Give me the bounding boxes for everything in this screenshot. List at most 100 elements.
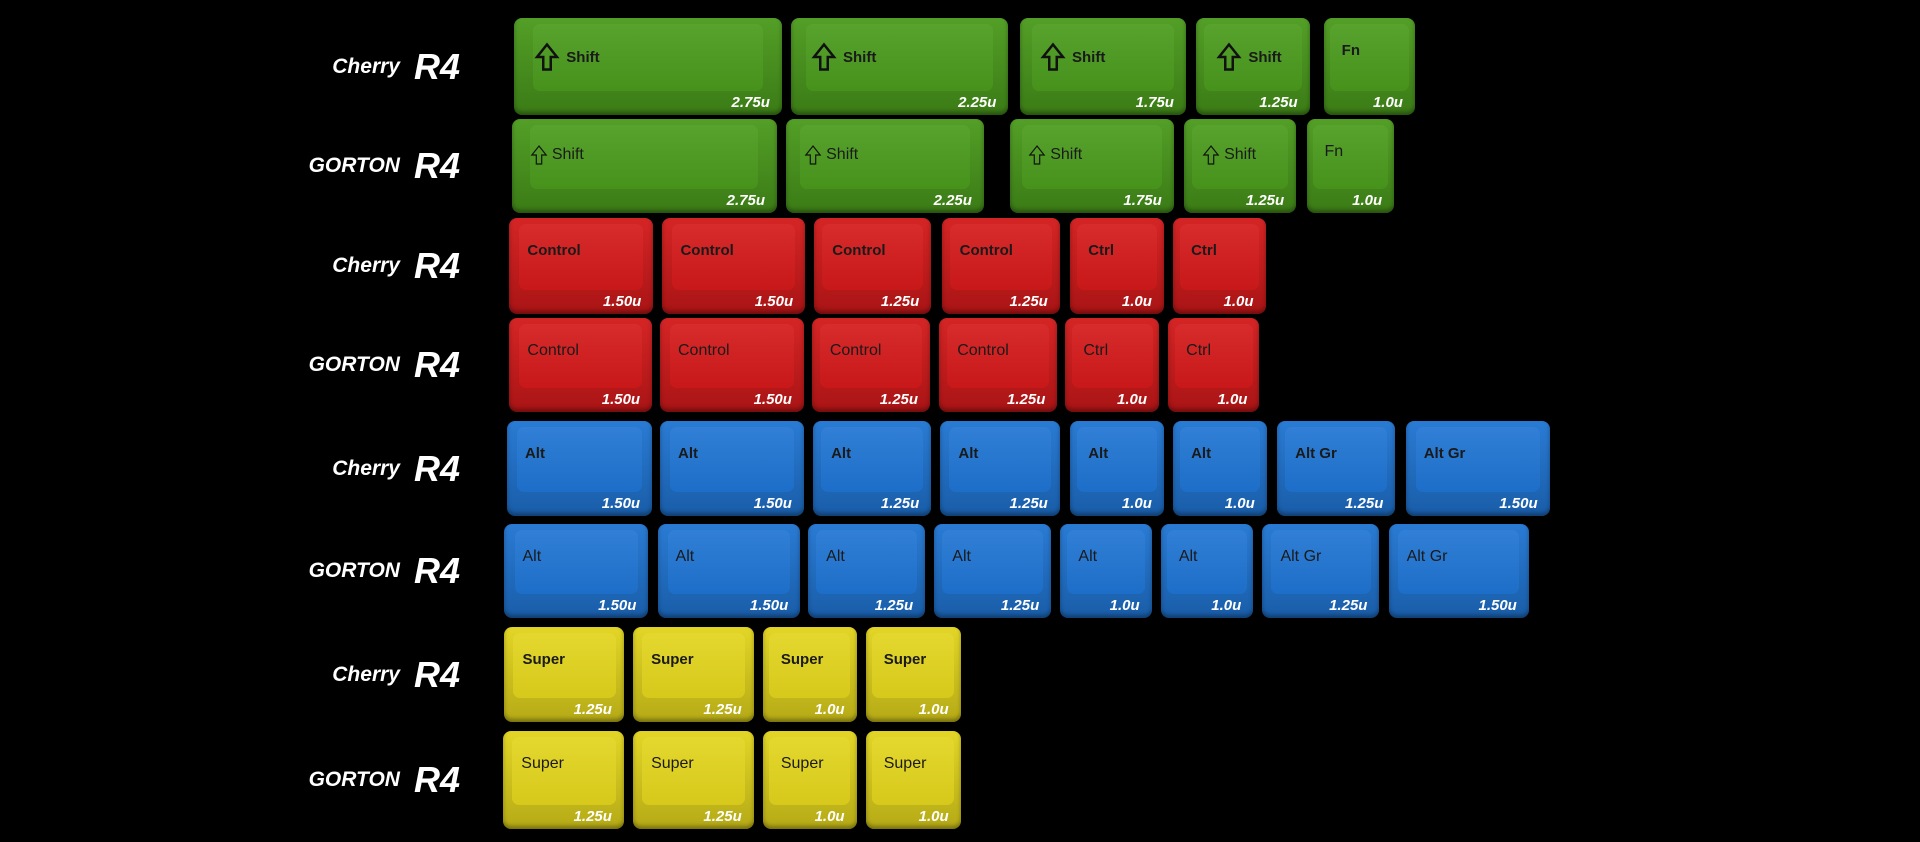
keycap-top-face bbox=[1415, 427, 1540, 493]
keycap-red: Control 1.50u bbox=[509, 318, 653, 413]
keycap-blue: Alt Gr 1.50u bbox=[1405, 421, 1550, 517]
profile-label: R4 bbox=[413, 144, 460, 186]
keycap-size-label: 2.75u bbox=[731, 93, 770, 111]
keycap-legend: Alt Gr bbox=[1280, 548, 1321, 566]
legend-text: Fn bbox=[1324, 142, 1344, 160]
legend-text: Shift bbox=[826, 145, 859, 163]
keycap-top-face bbox=[667, 530, 791, 595]
keycap-green: Shift 1.75u bbox=[1020, 18, 1186, 115]
keycap-red: Control 1.25u bbox=[939, 318, 1058, 413]
keycap-size-label: 1.25u bbox=[1329, 597, 1368, 615]
keycap-top-face bbox=[769, 737, 851, 805]
row-label: Cherry R4 bbox=[280, 37, 460, 97]
keycap-top-face bbox=[641, 737, 746, 805]
shift-arrow-icon bbox=[1028, 144, 1046, 165]
legend-text: Super bbox=[651, 650, 694, 668]
keycap-legend: Super bbox=[884, 755, 927, 773]
keycap-green: Shift 1.25u bbox=[1196, 18, 1310, 115]
keycap-blue: Alt 1.50u bbox=[660, 421, 804, 517]
keycap-top-face bbox=[816, 530, 917, 595]
keycap-legend: Super bbox=[521, 755, 564, 773]
keycap-blue: Alt 1.0u bbox=[1060, 524, 1152, 619]
shift-arrow-icon bbox=[1202, 144, 1220, 165]
keycap-legend: Shift bbox=[804, 143, 858, 167]
legend-text: Control bbox=[957, 342, 1009, 360]
keycap-legend: Alt bbox=[952, 548, 971, 566]
keycap-legend: Control bbox=[830, 342, 882, 360]
keycap-size-label: 1.50u bbox=[1499, 495, 1538, 513]
keycap-legend: Shift bbox=[1028, 143, 1082, 167]
legend-text: Super bbox=[780, 650, 824, 668]
legend-text: Shift bbox=[551, 145, 584, 163]
brand-label: Cherry bbox=[332, 54, 400, 78]
legend-text: Shift bbox=[1072, 48, 1106, 66]
keycap-red: Control 1.50u bbox=[662, 217, 806, 315]
keycap-size-label: 1.0u bbox=[918, 807, 949, 825]
keycap-size-label: 1.25u bbox=[874, 597, 914, 615]
keycap-legend: Ctrl bbox=[1083, 342, 1108, 360]
keycap-legend: Alt bbox=[1088, 445, 1108, 462]
legend-text: Ctrl bbox=[1088, 241, 1115, 259]
legend-text: Alt bbox=[524, 445, 545, 463]
keycap-blue: Alt 1.25u bbox=[934, 524, 1052, 619]
keycap-blue: Alt Gr 1.25u bbox=[1262, 524, 1380, 619]
keycap-legend: Ctrl bbox=[1088, 242, 1114, 259]
keycap-top-face bbox=[1174, 324, 1254, 389]
keycap-top-face bbox=[533, 24, 764, 91]
keycap-legend: Fn bbox=[1342, 42, 1360, 59]
keycap-top-face bbox=[806, 24, 994, 91]
legend-text: Alt bbox=[952, 548, 971, 566]
legend-text: Control bbox=[959, 241, 1013, 259]
legend-text: Control bbox=[829, 342, 882, 360]
keycap-legend: Super bbox=[522, 651, 565, 668]
keycap-top-face bbox=[672, 223, 796, 291]
keycap-top-face bbox=[821, 427, 924, 493]
keycap-size-label: 2.25u bbox=[933, 191, 972, 209]
keycap-size-label: 1.50u bbox=[1478, 597, 1517, 615]
profile-label: R4 bbox=[413, 550, 460, 592]
keycap-legend: Super bbox=[651, 651, 694, 668]
row-label: Cherry R4 bbox=[280, 439, 460, 499]
keycap-blue: Alt 1.25u bbox=[940, 421, 1060, 517]
keycap-legend: Alt Gr bbox=[1295, 445, 1337, 462]
keycap-yellow: Super 1.25u bbox=[504, 626, 624, 723]
legend-text: Shift bbox=[1050, 145, 1083, 163]
legend-text: Fn bbox=[1341, 42, 1360, 60]
keycap-legend: Ctrl bbox=[1186, 342, 1211, 360]
keycap-top-face bbox=[949, 223, 1052, 291]
keycap-size-label: 1.0u bbox=[1224, 495, 1255, 513]
legend-text: Alt bbox=[522, 548, 542, 566]
keycap-green: Fn 1.0u bbox=[1323, 18, 1415, 115]
brand-label: Cherry bbox=[332, 254, 400, 278]
keycap-blue: Alt 1.25u bbox=[813, 421, 932, 517]
keycap-red: Ctrl 1.0u bbox=[1065, 318, 1160, 413]
keycap-legend: Alt bbox=[1078, 548, 1097, 566]
row-label: GORTON R4 bbox=[280, 335, 460, 395]
keycap-size-label: 1.25u bbox=[1345, 495, 1384, 513]
keycap-size-label: 2.75u bbox=[726, 191, 765, 209]
keycap-legend: Super bbox=[781, 651, 824, 668]
brand-label: GORTON bbox=[308, 767, 400, 791]
legend-text: Ctrl bbox=[1083, 342, 1109, 360]
keycap-top-face bbox=[530, 124, 759, 189]
keycap-blue: Alt 1.0u bbox=[1173, 421, 1267, 517]
legend-text: Alt bbox=[831, 445, 852, 463]
keycap-size-label: 1.50u bbox=[749, 597, 789, 615]
keycap-yellow: Super 1.25u bbox=[633, 731, 754, 829]
keycap-legend: Shift bbox=[809, 42, 876, 72]
keycap-red: Control 1.50u bbox=[509, 217, 654, 315]
keycap-yellow: Super 1.25u bbox=[633, 626, 754, 723]
keycap-top-face bbox=[512, 632, 616, 699]
keycap-legend: Alt Gr bbox=[1407, 548, 1448, 566]
keycap-top-face bbox=[1398, 530, 1520, 595]
legend-text: Shift bbox=[566, 48, 600, 66]
shift-arrow-icon bbox=[804, 144, 822, 165]
keycap-yellow: Super 1.0u bbox=[762, 731, 857, 829]
keycap-legend: Alt bbox=[831, 445, 851, 462]
keycap-legend: Shift bbox=[532, 42, 600, 72]
keycap-red: Ctrl 1.0u bbox=[1168, 318, 1260, 413]
keycap-size-label: 1.0u bbox=[1223, 293, 1254, 311]
keycap-red: Ctrl 1.0u bbox=[1070, 217, 1164, 315]
keycap-legend: Ctrl bbox=[1191, 242, 1217, 259]
keycap-blue: Alt 1.50u bbox=[657, 524, 801, 619]
